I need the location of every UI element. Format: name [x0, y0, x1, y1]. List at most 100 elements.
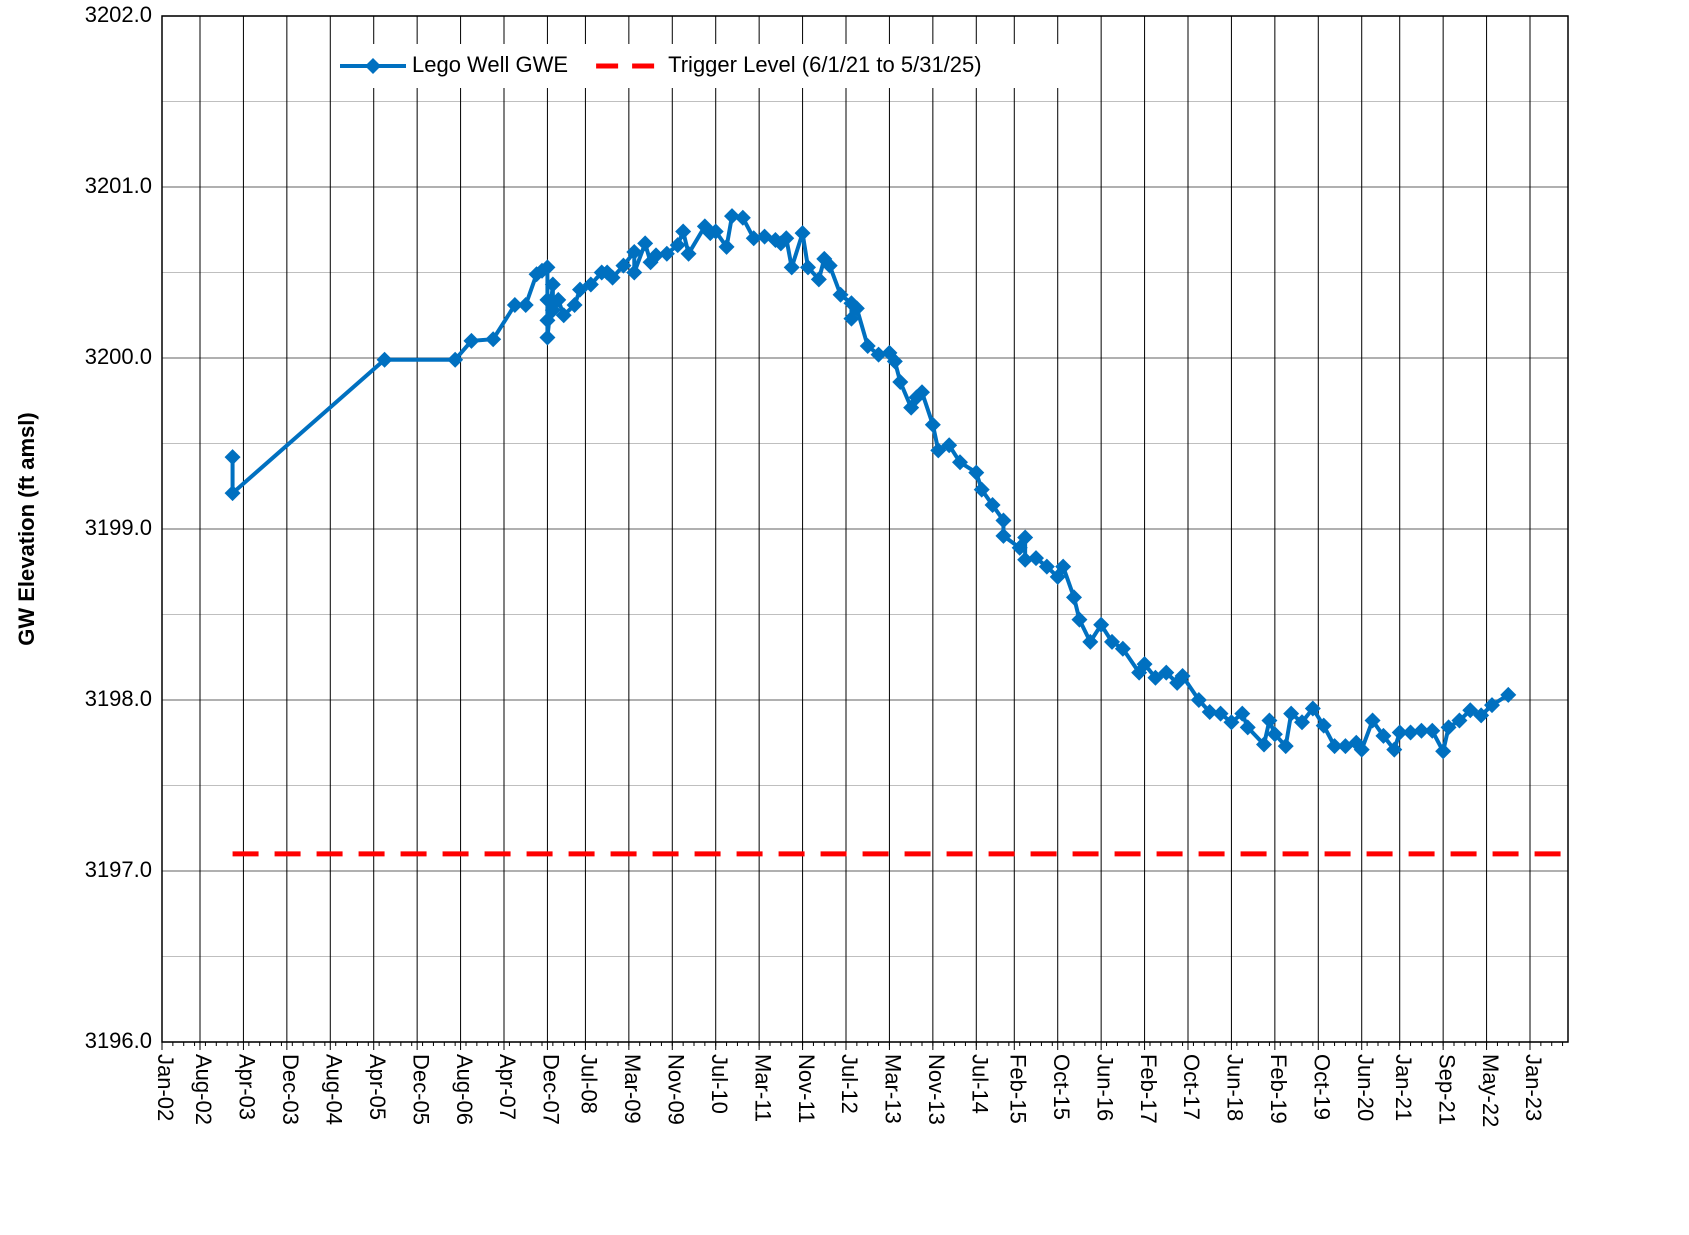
data-point [1028, 550, 1044, 567]
x-tick-label: Dec-05 [408, 1054, 433, 1125]
x-tick-label: Nov-11 [794, 1054, 819, 1123]
x-tick-label: Feb-19 [1266, 1054, 1291, 1124]
data-point [1435, 743, 1452, 760]
x-tick-label: Jun-18 [1223, 1054, 1248, 1121]
data-point [984, 497, 1001, 514]
x-tick-label: Aug-04 [321, 1054, 346, 1125]
x-tick-label: May-22 [1478, 1054, 1503, 1127]
data-point [1239, 719, 1256, 736]
data-point [544, 276, 561, 293]
data-point [1212, 705, 1229, 722]
data-point [506, 296, 523, 313]
y-tick-label: 3196.0 [85, 1028, 152, 1053]
data-point [550, 291, 567, 308]
data-point [1017, 551, 1034, 568]
data-point [566, 296, 583, 313]
data-point [859, 338, 876, 355]
data-point [555, 307, 572, 324]
data-point [539, 329, 556, 346]
x-tick-label: Jul-14 [967, 1054, 992, 1114]
data-point [1402, 724, 1419, 741]
data-point [952, 454, 968, 471]
x-tick-label: Oct-15 [1049, 1054, 1074, 1120]
data-point [1055, 558, 1072, 575]
data-point [1082, 633, 1099, 650]
x-tick-label: Jul-08 [577, 1054, 602, 1114]
data-point [626, 264, 643, 281]
data-point [642, 254, 659, 271]
x-tick-label: Jul-12 [837, 1054, 862, 1114]
data-point [224, 485, 241, 502]
data-point [1473, 707, 1490, 724]
data-point [924, 416, 941, 433]
data-point [1315, 717, 1332, 734]
data-point [680, 245, 697, 262]
data-point [517, 296, 534, 313]
data-point [1266, 726, 1283, 743]
data-point [1353, 741, 1370, 758]
data-point [1375, 727, 1392, 744]
data-point [1190, 692, 1207, 708]
x-tick-label: Jun-16 [1092, 1054, 1117, 1121]
x-tick-label: Nov-13 [924, 1054, 949, 1125]
x-tick-label: Sep-21 [1434, 1054, 1459, 1125]
x-tick-label: Apr-05 [365, 1054, 390, 1120]
data-point [1017, 529, 1034, 546]
data-point [1104, 633, 1120, 650]
data-point [745, 230, 762, 247]
x-tick-label: Oct-17 [1179, 1054, 1204, 1120]
data-point [648, 247, 664, 264]
data-point [1283, 705, 1300, 722]
data-point [1451, 712, 1468, 729]
data-point [870, 346, 887, 363]
data-point [968, 464, 985, 481]
y-tick-label: 3200.0 [85, 344, 152, 369]
data-point [1114, 640, 1131, 657]
data-point [724, 208, 740, 225]
data-point [995, 527, 1012, 544]
data-point [1223, 714, 1240, 731]
data-point [1066, 589, 1082, 606]
data-point [1038, 558, 1055, 575]
x-tick-label: Jan-02 [153, 1054, 178, 1121]
data-point [734, 209, 751, 226]
data-point [1256, 736, 1272, 753]
data-point [376, 351, 393, 368]
data-point [783, 259, 800, 276]
data-point [539, 259, 556, 276]
data-point [1424, 722, 1441, 739]
data-point [1136, 656, 1153, 673]
data-point [582, 276, 599, 293]
x-tick-label: Jul-10 [707, 1054, 732, 1114]
y-tick-label: 3198.0 [85, 686, 152, 711]
data-point [778, 230, 795, 247]
data-point [1484, 697, 1500, 714]
data-point [810, 271, 827, 288]
data-point [224, 449, 241, 466]
data-point [615, 257, 632, 274]
data-point [914, 384, 930, 401]
data-point [658, 245, 675, 262]
data-point [886, 353, 903, 370]
x-tick-label: Aug-02 [191, 1054, 216, 1125]
data-point [1304, 700, 1321, 717]
x-tick-label: Dec-07 [539, 1054, 564, 1125]
y-tick-label: 3202.0 [85, 2, 152, 27]
data-point [626, 243, 643, 260]
legend-label: Trigger Level (6/1/21 to 5/31/25) [668, 52, 981, 77]
data-point [1500, 686, 1517, 703]
x-tick-label: Mar-09 [620, 1054, 645, 1124]
y-axis-label: GW Elevation (ft amsl) [14, 412, 39, 645]
y-tick-label: 3197.0 [85, 857, 152, 882]
plot-border [161, 15, 1569, 1043]
data-point [1277, 738, 1294, 755]
data-point [1261, 712, 1278, 729]
data-point [832, 286, 849, 303]
x-tick-label: Feb-17 [1136, 1054, 1161, 1124]
data-point [1413, 722, 1430, 739]
data-point [1093, 616, 1110, 633]
data-point [1201, 703, 1218, 720]
data-point [718, 238, 735, 255]
data-point [995, 512, 1012, 529]
